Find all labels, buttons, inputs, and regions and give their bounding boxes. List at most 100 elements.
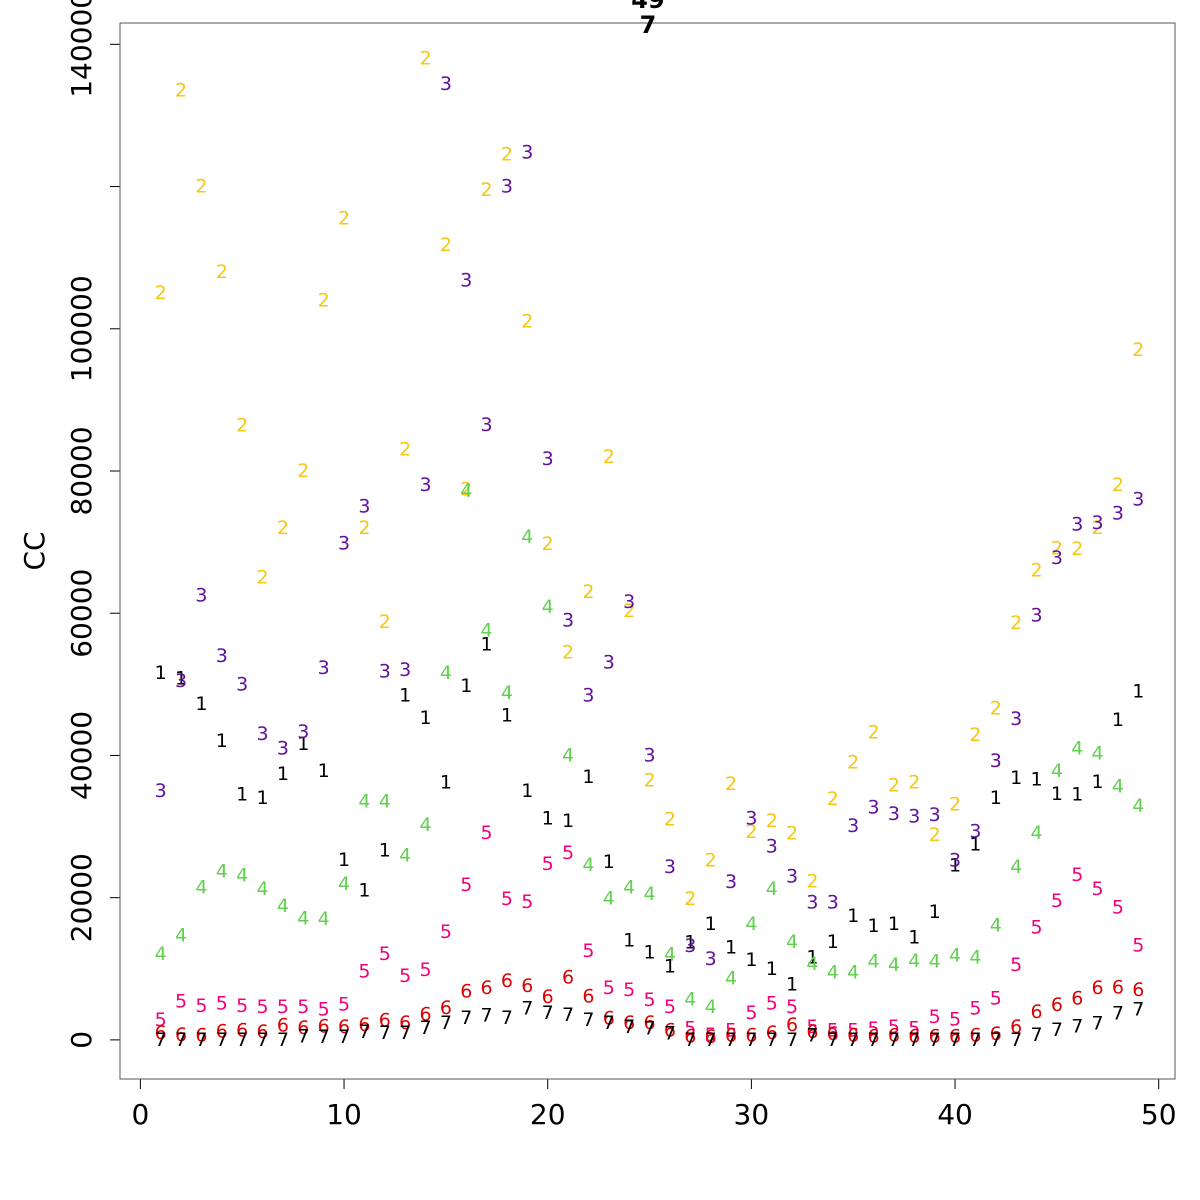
data-point-series-4: 4	[358, 791, 370, 813]
data-point-series-7: 7	[664, 1022, 676, 1044]
data-point-series-1: 1	[542, 808, 554, 830]
x-tick-label: 20	[530, 1098, 566, 1131]
data-point-series-5: 5	[1132, 934, 1144, 956]
data-point-series-2: 2	[277, 517, 289, 539]
data-point-series-6: 6	[847, 1025, 859, 1047]
data-point-series-3: 3	[155, 780, 167, 802]
data-point-series-7: 7	[419, 1017, 431, 1039]
data-point-series-2: 2	[1132, 339, 1144, 361]
data-point-series-6: 6	[705, 1026, 717, 1048]
data-point-series-6: 6	[1030, 1001, 1042, 1023]
y-tick-label: 80000	[65, 426, 98, 515]
x-tick-label: 0	[131, 1098, 149, 1131]
data-point-series-2: 2	[705, 850, 717, 872]
data-point-series-4: 4	[297, 907, 309, 929]
data-point-series-7: 7	[297, 1025, 309, 1047]
data-point-series-2: 2	[766, 810, 778, 832]
data-point-series-4: 4	[806, 953, 818, 975]
data-point-series-2: 2	[990, 698, 1002, 720]
data-point-series-4: 4	[664, 944, 676, 966]
data-point-series-6: 6	[949, 1025, 961, 1047]
data-point-series-3: 3	[297, 721, 309, 743]
data-point-series-6: 6	[297, 1017, 309, 1039]
data-point-series-4: 4	[481, 619, 493, 641]
data-point-series-5: 5	[725, 1020, 737, 1042]
data-point-series-7: 7	[1092, 1013, 1104, 1035]
data-point-series-4: 4	[521, 526, 533, 548]
data-point-series-6: 6	[745, 1025, 757, 1047]
data-point-series-7: 7	[1071, 1015, 1083, 1037]
x-tick-label: 40	[937, 1098, 973, 1131]
data-point-series-4: 4	[1092, 742, 1104, 764]
data-point-series-5: 5	[908, 1018, 920, 1040]
data-point-series-4: 4	[643, 883, 655, 905]
data-point-series-2: 2	[969, 724, 981, 746]
data-point-series-2: 2	[643, 769, 655, 791]
data-point-series-1: 1	[1030, 769, 1042, 791]
data-point-series-4: 4	[562, 744, 574, 766]
data-point-series-5: 5	[582, 940, 594, 962]
data-point-series-2: 2	[216, 261, 228, 283]
data-point-series-2: 2	[623, 600, 635, 622]
data-point-series-1: 1	[155, 662, 167, 684]
data-point-series-5: 5	[155, 1009, 167, 1031]
data-point-series-1: 1	[195, 693, 207, 715]
data-point-series-3: 3	[195, 584, 207, 606]
y-tick-label: 40000	[65, 711, 98, 800]
data-point-series-7: 7	[827, 1029, 839, 1051]
data-point-series-6: 6	[969, 1025, 981, 1047]
data-point-series-3: 3	[338, 533, 350, 555]
data-point-series-1: 1	[1132, 680, 1144, 702]
data-point-series-6: 6	[664, 1020, 676, 1042]
data-point-series-2: 2	[847, 752, 859, 774]
data-point-series-4: 4	[1010, 856, 1022, 878]
data-point-series-4: 4	[929, 951, 941, 973]
data-point-series-2: 2	[827, 788, 839, 810]
data-point-series-4: 4	[318, 908, 330, 930]
data-point-series-7: 7	[236, 1029, 248, 1051]
data-point-series-6: 6	[908, 1025, 920, 1047]
data-point-series-1: 1	[318, 760, 330, 782]
data-point-series-2: 2	[1010, 612, 1022, 634]
data-point-series-3: 3	[868, 796, 880, 818]
data-point-series-3: 3	[318, 657, 330, 679]
data-point-series-3: 3	[908, 806, 920, 828]
data-point-series-1: 1	[236, 784, 248, 806]
y-tick-label: 20000	[65, 853, 98, 942]
data-point-series-2: 2	[175, 80, 187, 102]
data-point-series-1: 1	[888, 913, 900, 935]
data-point-series-6: 6	[827, 1023, 839, 1045]
data-point-series-5: 5	[277, 996, 289, 1018]
data-point-series-3: 3	[1071, 513, 1083, 535]
data-point-series-6: 6	[1112, 976, 1124, 998]
data-point-series-5: 5	[175, 990, 187, 1012]
data-point-series-1: 1	[1112, 709, 1124, 731]
data-point-series-2: 2	[195, 176, 207, 198]
data-point-series-1: 1	[1092, 771, 1104, 793]
data-point-series-7: 7	[257, 1029, 269, 1051]
data-point-series-4: 4	[969, 946, 981, 968]
data-point-series-4: 4	[582, 854, 594, 876]
data-point-series-2: 2	[725, 773, 737, 795]
data-point-series-3: 3	[216, 645, 228, 667]
data-point-series-1: 1	[827, 931, 839, 953]
data-point-series-7: 7	[990, 1029, 1002, 1051]
data-point-series-3: 3	[460, 269, 472, 291]
data-point-series-5: 5	[888, 1016, 900, 1038]
data-point-series-1: 1	[399, 685, 411, 707]
data-point-series-4: 4	[725, 968, 737, 990]
y-tick-label: 140000	[65, 0, 98, 98]
data-point-series-6: 6	[277, 1015, 289, 1037]
data-point-series-6: 6	[786, 1014, 798, 1036]
data-point-series-7: 7	[582, 1009, 594, 1031]
data-point-series-1: 1	[929, 901, 941, 923]
data-point-series-1: 1	[1071, 784, 1083, 806]
data-point-series-4: 4	[338, 873, 350, 895]
data-point-series-3: 3	[1010, 708, 1022, 730]
data-point-series-3: 3	[929, 804, 941, 826]
data-point-series-1: 1	[338, 849, 350, 871]
data-point-series-3: 3	[379, 661, 391, 683]
